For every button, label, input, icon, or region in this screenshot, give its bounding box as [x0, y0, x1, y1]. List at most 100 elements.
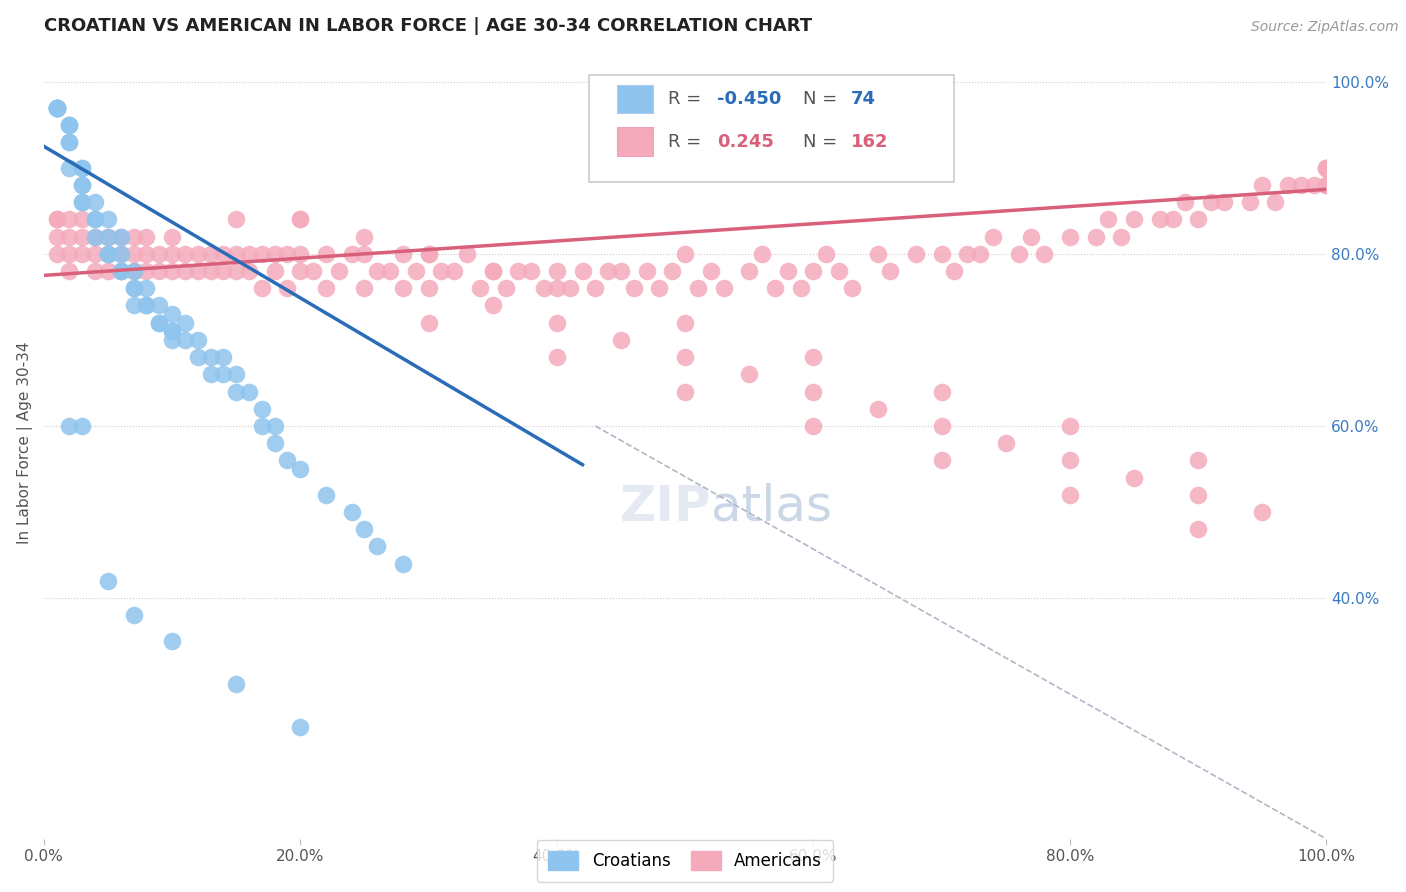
Point [1302, 178, 1324, 192]
Point [84, 212, 107, 227]
Point [84, 195, 107, 210]
Point [392, 281, 415, 295]
Point [110, 264, 132, 278]
Point [160, 324, 183, 338]
Point [392, 557, 415, 571]
Point [45, 101, 67, 115]
Point [803, 384, 825, 399]
Point [571, 264, 593, 278]
Point [943, 264, 966, 278]
Point [546, 350, 568, 364]
Point [673, 316, 696, 330]
Point [495, 281, 517, 295]
Point [97, 229, 120, 244]
Point [661, 264, 683, 278]
Point [58, 264, 80, 278]
Point [481, 264, 503, 278]
Point [148, 298, 170, 312]
Point [378, 264, 401, 278]
Point [97, 264, 120, 278]
Point [533, 281, 555, 295]
Point [212, 247, 235, 261]
Point [122, 608, 145, 623]
Point [738, 264, 761, 278]
Point [353, 229, 375, 244]
Text: R =: R = [668, 133, 707, 151]
Point [1149, 212, 1171, 227]
Point [340, 247, 363, 261]
Point [1059, 488, 1081, 502]
Point [58, 212, 80, 227]
Point [776, 264, 799, 278]
Point [290, 720, 312, 734]
Point [84, 247, 107, 261]
Point [841, 281, 863, 295]
Point [803, 264, 825, 278]
Point [1059, 229, 1081, 244]
Point [173, 333, 195, 347]
Point [250, 401, 273, 416]
Point [84, 264, 107, 278]
Point [648, 281, 671, 295]
Point [1059, 419, 1081, 434]
Point [160, 634, 183, 648]
Point [1187, 453, 1209, 467]
Text: CROATIAN VS AMERICAN IN LABOR FORCE | AGE 30-34 CORRELATION CHART: CROATIAN VS AMERICAN IN LABOR FORCE | AG… [44, 17, 811, 35]
FancyBboxPatch shape [589, 75, 955, 182]
Point [508, 264, 530, 278]
Point [315, 247, 337, 261]
Point [225, 247, 247, 261]
Point [250, 419, 273, 434]
Point [110, 229, 132, 244]
Point [1021, 229, 1043, 244]
Point [763, 281, 786, 295]
Point [72, 229, 94, 244]
Point [1123, 212, 1146, 227]
Point [263, 264, 285, 278]
Point [84, 212, 107, 227]
Point [187, 333, 209, 347]
Point [1315, 161, 1337, 175]
Point [866, 401, 889, 416]
Point [148, 316, 170, 330]
Point [160, 324, 183, 338]
Point [1251, 505, 1274, 519]
Point [122, 281, 145, 295]
Point [276, 281, 298, 295]
Point [122, 298, 145, 312]
Point [931, 419, 953, 434]
Point [1315, 161, 1337, 175]
Point [263, 436, 285, 450]
Point [418, 247, 440, 261]
Point [148, 316, 170, 330]
Point [673, 384, 696, 399]
Point [1277, 178, 1299, 192]
Point [1315, 178, 1337, 192]
Point [879, 264, 901, 278]
Point [45, 101, 67, 115]
Point [315, 488, 337, 502]
Point [72, 161, 94, 175]
Point [1097, 212, 1119, 227]
Point [135, 298, 157, 312]
Point [250, 247, 273, 261]
Point [546, 281, 568, 295]
Point [110, 229, 132, 244]
Point [45, 101, 67, 115]
Point [58, 135, 80, 149]
Point [558, 281, 581, 295]
FancyBboxPatch shape [617, 85, 652, 113]
Point [187, 247, 209, 261]
Point [45, 101, 67, 115]
Point [969, 247, 991, 261]
Point [931, 453, 953, 467]
Point [418, 316, 440, 330]
Point [751, 247, 773, 261]
Point [430, 264, 453, 278]
Point [366, 540, 388, 554]
Point [45, 101, 67, 115]
Point [1109, 229, 1132, 244]
Point [148, 247, 170, 261]
Point [1264, 195, 1286, 210]
Point [160, 229, 183, 244]
